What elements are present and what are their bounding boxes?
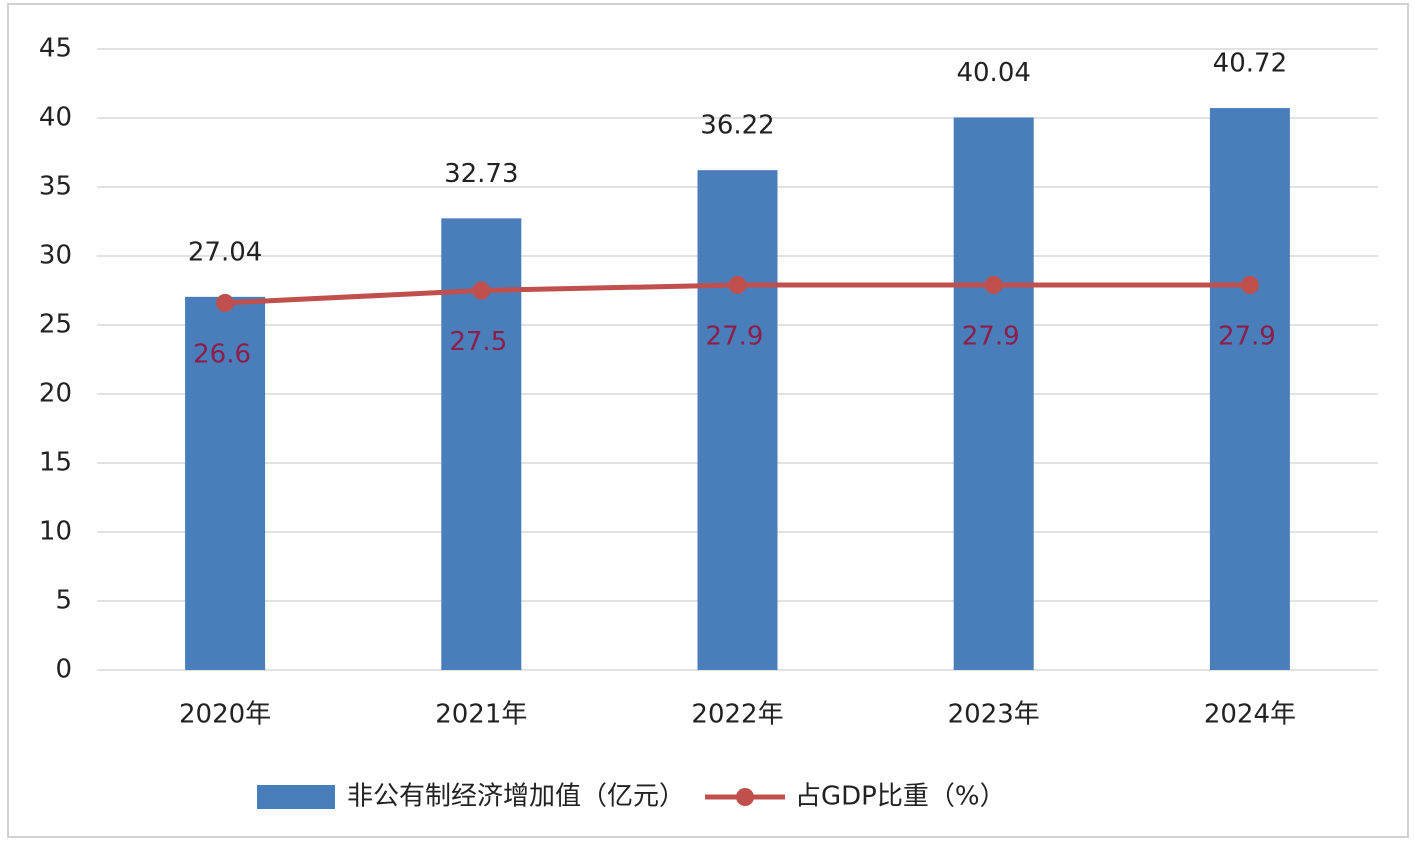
legend-label: 占GDP比重（%） — [795, 782, 1006, 812]
line-value-label: 27.9 — [962, 321, 1020, 351]
legend-marker — [736, 788, 755, 806]
y-tick-label: 30 — [39, 241, 72, 271]
line-marker — [984, 275, 1003, 294]
x-tick-label: 2021年 — [435, 700, 527, 730]
y-tick-label: 25 — [39, 310, 72, 340]
y-tick-label: 15 — [39, 448, 72, 478]
y-tick-label: 40 — [39, 103, 72, 133]
bar-value-label: 36.22 — [700, 111, 774, 141]
y-tick-label: 0 — [55, 655, 72, 685]
bar — [1209, 108, 1290, 670]
bar-value-label: 32.73 — [444, 159, 518, 189]
legend-label: 非公有制经济增加值（亿元） — [347, 782, 685, 812]
line-value-label: 27.9 — [1218, 321, 1276, 351]
bar — [953, 117, 1034, 670]
line-marker — [472, 281, 491, 300]
legend-swatch — [257, 785, 335, 809]
line-value-label: 27.9 — [706, 321, 764, 351]
y-tick-label: 5 — [55, 586, 72, 616]
x-tick-label: 2020年 — [179, 700, 271, 730]
bar-value-label: 40.04 — [956, 58, 1030, 88]
bar — [697, 170, 778, 670]
x-tick-label: 2023年 — [948, 700, 1040, 730]
line-marker — [728, 275, 747, 294]
line-marker — [1240, 275, 1259, 294]
line-marker — [216, 293, 235, 312]
bar-value-label: 40.72 — [1213, 49, 1287, 79]
line-value-label: 27.5 — [449, 327, 507, 357]
y-tick-label: 10 — [39, 517, 72, 547]
line-value-label: 26.6 — [193, 339, 251, 369]
y-tick-label: 35 — [39, 172, 72, 202]
bar — [185, 296, 266, 670]
y-tick-label: 45 — [39, 34, 72, 64]
bar-value-label: 27.04 — [188, 237, 262, 267]
chart-border — [7, 3, 1409, 838]
y-tick-label: 20 — [39, 379, 72, 409]
x-tick-label: 2022年 — [691, 700, 783, 730]
x-tick-label: 2024年 — [1204, 700, 1296, 730]
